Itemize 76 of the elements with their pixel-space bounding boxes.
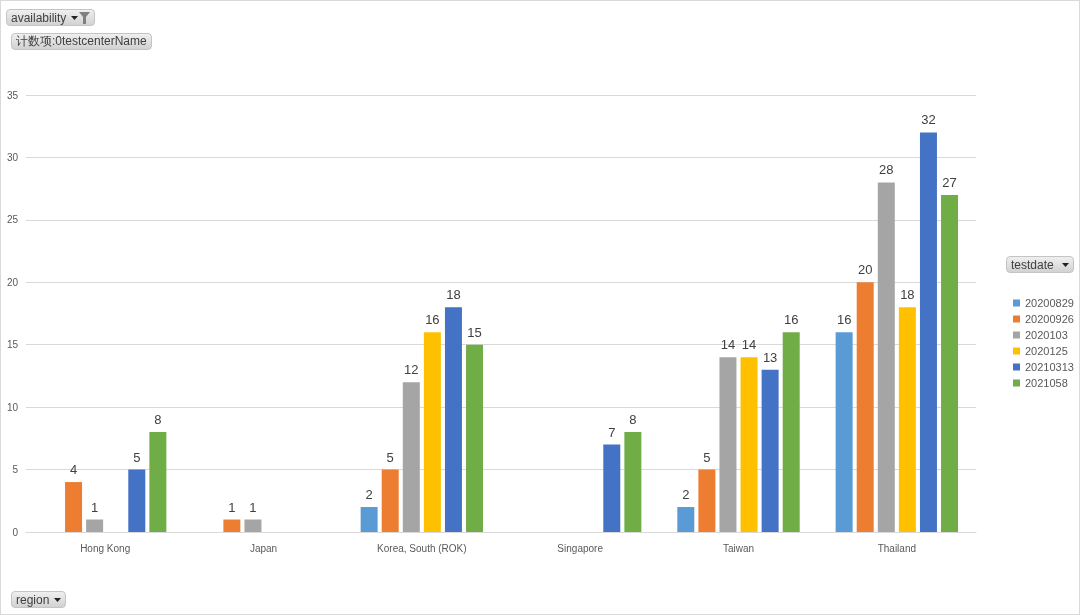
bar — [444, 307, 462, 532]
data-label: 14 — [741, 337, 757, 353]
data-label: 8 — [629, 412, 637, 428]
bar — [677, 507, 695, 532]
data-label: 1 — [91, 499, 99, 515]
y-axis-title: 计数项:0testcenterName — [16, 33, 147, 50]
y-tick-label: 5 — [12, 464, 19, 476]
data-label: 5 — [703, 449, 711, 465]
data-label: 16 — [836, 312, 852, 328]
bar — [466, 344, 484, 532]
data-label: 27 — [942, 174, 957, 190]
data-label: 7 — [608, 424, 616, 440]
x-tick-label: Korea, South (ROK) — [377, 542, 467, 554]
x-tick-label: Hong Kong — [80, 542, 131, 554]
data-label: 20 — [857, 262, 873, 278]
legend-label: 20210313 — [1025, 361, 1074, 373]
bar — [624, 432, 642, 532]
bar — [86, 519, 104, 532]
legend-label: 2021058 — [1025, 377, 1068, 389]
bar — [402, 382, 420, 532]
data-label: 12 — [404, 362, 419, 378]
bar — [719, 357, 737, 532]
y-tick-label: 30 — [6, 151, 19, 163]
bar — [856, 282, 874, 532]
bar — [698, 469, 716, 532]
bar — [149, 432, 167, 532]
data-label: 16 — [425, 312, 440, 328]
data-label: 13 — [762, 349, 778, 365]
bar — [128, 469, 146, 532]
data-label: 15 — [467, 324, 482, 340]
bar — [65, 482, 83, 532]
legend-label: 2020103 — [1025, 329, 1068, 341]
data-label: 28 — [879, 162, 894, 178]
text: availability — [11, 10, 67, 25]
bar — [898, 307, 916, 532]
bar — [941, 194, 959, 532]
bar — [761, 369, 779, 532]
bar — [360, 507, 378, 532]
legend-label: 20200926 — [1025, 313, 1074, 325]
bar — [381, 469, 399, 532]
x-tick-label: Singapore — [557, 542, 604, 554]
data-label: 14 — [720, 337, 736, 353]
data-label: 8 — [154, 412, 162, 428]
legend-title: testdate — [1011, 257, 1054, 272]
y-tick-label: 15 — [6, 339, 19, 351]
bar — [877, 182, 895, 532]
y-tick-label: 20 — [6, 276, 19, 288]
data-label: 18 — [446, 287, 461, 303]
data-label: 5 — [133, 449, 141, 465]
bar — [835, 332, 853, 532]
bar — [603, 444, 621, 532]
bar — [244, 519, 262, 532]
data-label: 2 — [682, 487, 690, 503]
data-label: 5 — [386, 449, 394, 465]
bar — [782, 332, 800, 532]
x-axis-title: region — [16, 592, 50, 607]
x-tick-label: Taiwan — [722, 542, 755, 554]
y-tick-label: 10 — [6, 401, 19, 413]
bar — [740, 357, 758, 532]
x-tick-label: Japan — [249, 542, 278, 554]
data-label: 32 — [921, 112, 936, 128]
y-tick-label: 25 — [6, 214, 19, 226]
legend-label: 20200829 — [1025, 297, 1074, 309]
data-label: 4 — [69, 462, 78, 478]
data-label: 16 — [783, 312, 799, 328]
data-label: 1 — [228, 499, 236, 515]
y-tick-label: 35 — [6, 89, 19, 101]
data-label: 1 — [249, 499, 257, 515]
data-label: 18 — [900, 287, 915, 303]
bar — [919, 132, 937, 532]
bar — [223, 519, 241, 532]
data-label: 2 — [365, 487, 373, 503]
legend-label: 2020125 — [1025, 345, 1068, 357]
x-tick-label: Thailand — [877, 542, 917, 554]
y-tick-label: 0 — [12, 526, 19, 538]
bar — [423, 332, 441, 532]
